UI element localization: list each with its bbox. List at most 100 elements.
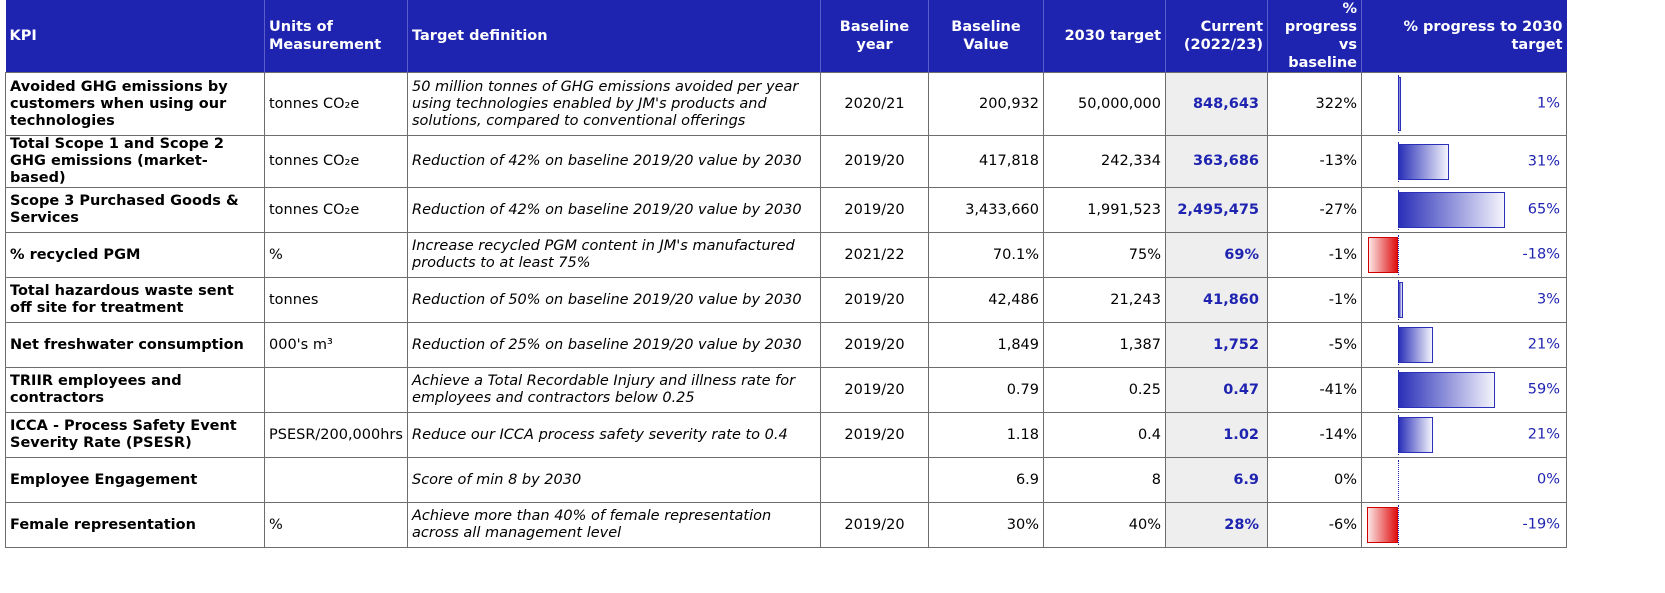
progress-baseline-cell: -14%	[1267, 412, 1362, 458]
kpi-name-cell: Scope 3 Purchased Goods & Services	[5, 187, 265, 233]
baseline-year-cell: 2019/20	[820, 277, 929, 323]
target-definition-cell: Achieve more than 40% of female represen…	[407, 502, 821, 548]
baseline-year-cell: 2021/22	[820, 232, 929, 278]
target-2030-cell: 0.4	[1043, 412, 1166, 458]
progress-target-label: 59%	[1527, 381, 1560, 398]
current-value-cell: 28%	[1165, 502, 1268, 548]
target-definition-cell: Reduction of 42% on baseline 2019/20 val…	[407, 135, 821, 188]
kpi-name-cell: Female representation	[5, 502, 265, 548]
table-row: TRIIR employees and contractors Achieve a…	[5, 367, 1567, 413]
baseline-value-cell: 417,818	[928, 135, 1044, 188]
kpi-name-cell: Total Scope 1 and Scope 2 GHG emissions …	[5, 135, 265, 188]
progress-baseline-cell: 322%	[1267, 72, 1362, 136]
baseline-value-cell: 70.1%	[928, 232, 1044, 278]
zero-axis-line	[1398, 75, 1399, 133]
units-cell: 000's m³	[264, 322, 408, 368]
target-2030-cell: 242,334	[1043, 135, 1166, 188]
baseline-year-cell: 2020/21	[820, 72, 929, 136]
progress-target-cell: 3%	[1361, 277, 1567, 323]
progress-target-cell: 65%	[1361, 187, 1567, 233]
progress-baseline-cell: -41%	[1267, 367, 1362, 413]
table-row: ICCA - Process Safety Event Severity Rat…	[5, 412, 1567, 458]
units-cell	[264, 457, 408, 503]
units-cell	[264, 367, 408, 413]
progress-baseline-cell: 0%	[1267, 457, 1362, 503]
progress-target-label: 21%	[1527, 426, 1560, 443]
progress-target-cell: 0%	[1361, 457, 1567, 503]
zero-axis-line	[1398, 415, 1399, 455]
current-value-cell: 363,686	[1165, 135, 1268, 188]
progress-target-label: 1%	[1536, 95, 1560, 112]
kpi-table: KPI Units of Measurement Target definiti…	[5, 0, 1567, 548]
target-definition-cell: Increase recycled PGM content in JM's ma…	[407, 232, 821, 278]
target-definition-cell: Reduce our ICCA process safety severity …	[407, 412, 821, 458]
current-value-cell: 1.02	[1165, 412, 1268, 458]
progress-target-cell: 59%	[1361, 367, 1567, 413]
kpi-name-cell: Avoided GHG emissions by customers when …	[5, 72, 265, 136]
progress-bar-positive	[1398, 372, 1496, 408]
zero-axis-line	[1398, 505, 1399, 545]
header-2030-target: 2030 target	[1043, 0, 1166, 73]
table-row: % recycled PGM% Increase recycled PGM con…	[5, 232, 1567, 278]
zero-axis-line	[1398, 460, 1399, 500]
zero-axis-line	[1398, 325, 1399, 365]
progress-baseline-cell: -5%	[1267, 322, 1362, 368]
target-2030-cell: 1,991,523	[1043, 187, 1166, 233]
target-2030-cell: 8	[1043, 457, 1166, 503]
kpi-name-cell: % recycled PGM	[5, 232, 265, 278]
units-cell: tonnes CO₂e	[264, 72, 408, 136]
progress-baseline-cell: -1%	[1267, 277, 1362, 323]
kpi-name-cell: Total hazardous waste sent off site for …	[5, 277, 265, 323]
target-definition-cell: Achieve a Total Recordable Injury and il…	[407, 367, 821, 413]
target-2030-cell: 50,000,000	[1043, 72, 1166, 136]
header-target-definition: Target definition	[407, 0, 821, 73]
target-definition-cell: Reduction of 50% on baseline 2019/20 val…	[407, 277, 821, 323]
header-units: Units of Measurement	[264, 0, 408, 73]
progress-bar-negative	[1366, 507, 1398, 543]
units-cell: tonnes CO₂e	[264, 135, 408, 188]
table-row: Net freshwater consumption 000's m³ Reduct…	[5, 322, 1567, 368]
units-cell: tonnes	[264, 277, 408, 323]
target-2030-cell: 1,387	[1043, 322, 1166, 368]
target-2030-cell: 21,243	[1043, 277, 1166, 323]
table-row: Employee Engagement Score of min 8 by 203…	[5, 457, 1567, 503]
progress-baseline-cell: -13%	[1267, 135, 1362, 188]
progress-target-cell: 1%	[1361, 72, 1567, 136]
progress-target-label: 31%	[1527, 153, 1560, 169]
target-definition-cell: Score of min 8 by 2030	[407, 457, 821, 503]
baseline-value-cell: 30%	[928, 502, 1044, 548]
table-row: Avoided GHG emissions by customers when …	[5, 72, 1567, 136]
progress-bar-positive	[1398, 143, 1450, 180]
units-cell: PSESR/200,000hrs	[264, 412, 408, 458]
progress-bar-negative	[1368, 237, 1398, 273]
current-value-cell: 6.9	[1165, 457, 1268, 503]
baseline-value-cell: 3,433,660	[928, 187, 1044, 233]
units-cell: %	[264, 502, 408, 548]
zero-axis-line	[1398, 370, 1399, 410]
target-definition-cell: 50 million tonnes of GHG emissions avoid…	[407, 72, 821, 136]
progress-target-cell: -18%	[1361, 232, 1567, 278]
progress-target-label: -19%	[1522, 516, 1560, 533]
progress-baseline-cell: -6%	[1267, 502, 1362, 548]
baseline-value-cell: 6.9	[928, 457, 1044, 503]
baseline-year-cell: 2019/20	[820, 367, 929, 413]
progress-bar-positive	[1398, 192, 1506, 228]
progress-target-label: 0%	[1536, 471, 1560, 488]
baseline-value-cell: 1.18	[928, 412, 1044, 458]
current-value-cell: 1,752	[1165, 322, 1268, 368]
zero-axis-line	[1398, 235, 1399, 275]
units-cell: %	[264, 232, 408, 278]
header-current: Current (2022/23)	[1165, 0, 1268, 73]
target-2030-cell: 0.25	[1043, 367, 1166, 413]
progress-target-label: -18%	[1522, 246, 1560, 263]
baseline-value-cell: 200,932	[928, 72, 1044, 136]
zero-axis-line	[1398, 190, 1399, 230]
zero-axis-line	[1398, 280, 1399, 320]
table-row: Female representation% Achieve more than …	[5, 502, 1567, 548]
baseline-value-cell: 42,486	[928, 277, 1044, 323]
baseline-year-cell: 2019/20	[820, 412, 929, 458]
header-progress-baseline: % progress vs baseline	[1267, 0, 1362, 73]
header-row: KPI Units of Measurement Target definiti…	[5, 0, 1567, 73]
table-row: Scope 3 Purchased Goods & Services tonnes…	[5, 187, 1567, 233]
progress-baseline-cell: -27%	[1267, 187, 1362, 233]
